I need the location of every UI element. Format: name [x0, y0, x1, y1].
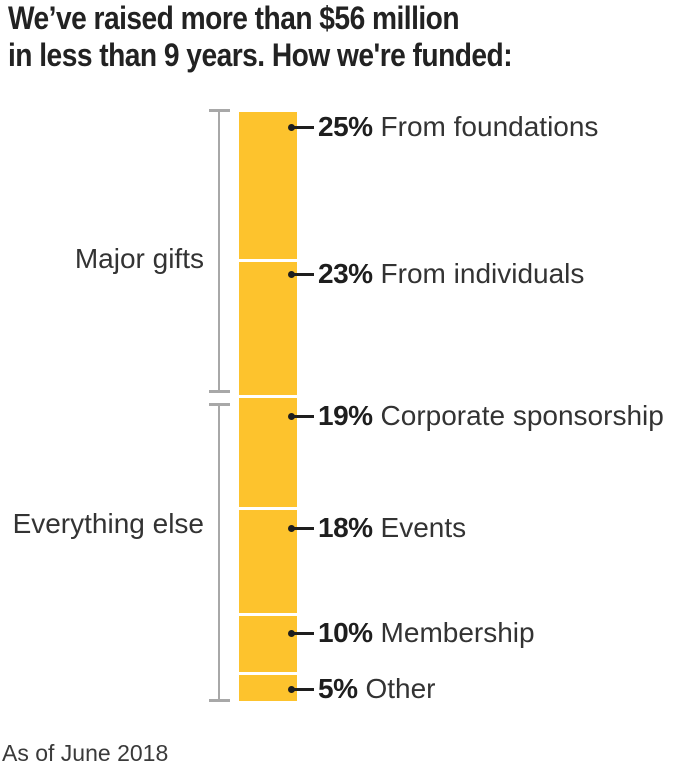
bar-segment-from-individuals	[239, 259, 297, 395]
bar-segment-membership	[239, 613, 297, 672]
leader-dot-icon	[288, 270, 295, 278]
leader-dot-icon	[288, 629, 295, 637]
data-label-row-corporate-sponsorship: 19% Corporate sponsorship	[288, 400, 664, 431]
category-label: Membership	[380, 617, 535, 648]
leader-dot-icon	[288, 524, 295, 532]
bracket-stem	[218, 406, 220, 699]
bar-segment-corporate-sponsorship	[239, 395, 297, 507]
category-label: From foundations	[380, 111, 599, 142]
stacked-bar	[239, 112, 297, 701]
leader-dot-icon	[288, 412, 295, 420]
category-label: From individuals	[380, 258, 585, 289]
category-label: Corporate sponsorship	[380, 400, 664, 431]
group-bracket-major-gifts	[209, 109, 230, 393]
leader-line	[294, 125, 314, 129]
data-label-row-events: 18% Events	[288, 512, 467, 543]
leader-line	[294, 687, 314, 691]
leader-line	[294, 526, 314, 530]
bar-segment-other	[239, 672, 297, 701]
chart-title-line-2: in less than 9 years. How we're funded:	[8, 37, 513, 73]
data-label-row-from-individuals: 23% From individuals	[288, 258, 585, 289]
value-label: 10%	[318, 617, 373, 648]
leader-line	[294, 631, 314, 635]
chart-title-line-1: We’ve raised more than $56 million	[8, 0, 460, 36]
bar-segment-from-foundations	[239, 112, 297, 259]
value-label: 25%	[318, 111, 373, 142]
bracket-stem	[218, 112, 220, 390]
bar-segment-events	[239, 507, 297, 613]
chart-title: We’ve raised more than $56 million in le…	[8, 0, 581, 74]
value-label: 18%	[318, 512, 373, 543]
group-label-everything-else: Everything else	[12, 508, 204, 539]
group-bracket-everything-else	[209, 403, 230, 702]
leader-dot-icon	[288, 685, 295, 693]
leader-line	[294, 272, 314, 276]
data-label-row-from-foundations: 25% From foundations	[288, 111, 599, 142]
data-label-row-other: 5% Other	[288, 673, 436, 704]
value-label: 19%	[318, 400, 373, 431]
group-label-major-gifts: Major gifts	[74, 243, 204, 274]
value-label: 5%	[318, 673, 358, 704]
as-of-note: As of June 2018	[2, 740, 169, 766]
category-label: Other	[365, 673, 436, 704]
leader-dot-icon	[288, 123, 295, 131]
data-label-row-membership: 10% Membership	[288, 617, 535, 648]
value-label: 23%	[318, 258, 373, 289]
category-label: Events	[380, 512, 467, 543]
leader-line	[294, 414, 314, 418]
